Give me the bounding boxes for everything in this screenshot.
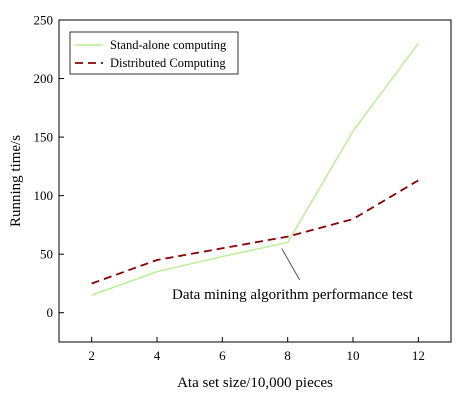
series-line-distributed bbox=[91, 179, 419, 285]
legend-label-stand-alone: Stand-alone computing bbox=[110, 38, 227, 52]
series-layer bbox=[91, 42, 419, 296]
legend: Stand-alone computing Distributed Comput… bbox=[69, 31, 239, 75]
x-tick-label: 4 bbox=[154, 348, 161, 363]
y-axis: 0 50 100 150 200 250 bbox=[34, 13, 64, 320]
annotation-text: Data mining algorithm performance test bbox=[172, 287, 414, 303]
x-tick-label: 6 bbox=[219, 348, 226, 363]
x-axis: 2 4 6 8 10 12 bbox=[88, 337, 425, 363]
x-tick-label: 12 bbox=[412, 348, 425, 363]
y-tick-label: 200 bbox=[34, 71, 54, 86]
y-tick-label: 150 bbox=[34, 130, 54, 145]
x-tick-label: 10 bbox=[347, 348, 360, 363]
x-axis-title: Ata set size/10,000 pieces bbox=[177, 375, 333, 391]
series-line-stand-alone bbox=[91, 42, 419, 296]
y-tick-label: 50 bbox=[40, 247, 53, 262]
y-tick-label: 0 bbox=[47, 305, 54, 320]
x-tick-label: 8 bbox=[284, 348, 291, 363]
y-tick-label: 250 bbox=[34, 13, 54, 28]
annotation-leader-line bbox=[281, 248, 301, 281]
legend-label-distributed: Distributed Computing bbox=[110, 56, 226, 70]
legend-box bbox=[69, 31, 239, 75]
plot-frame bbox=[58, 19, 452, 343]
x-tick-label: 2 bbox=[88, 348, 95, 363]
y-axis-title: Running time/s bbox=[8, 135, 24, 227]
y-tick-label: 100 bbox=[34, 188, 54, 203]
